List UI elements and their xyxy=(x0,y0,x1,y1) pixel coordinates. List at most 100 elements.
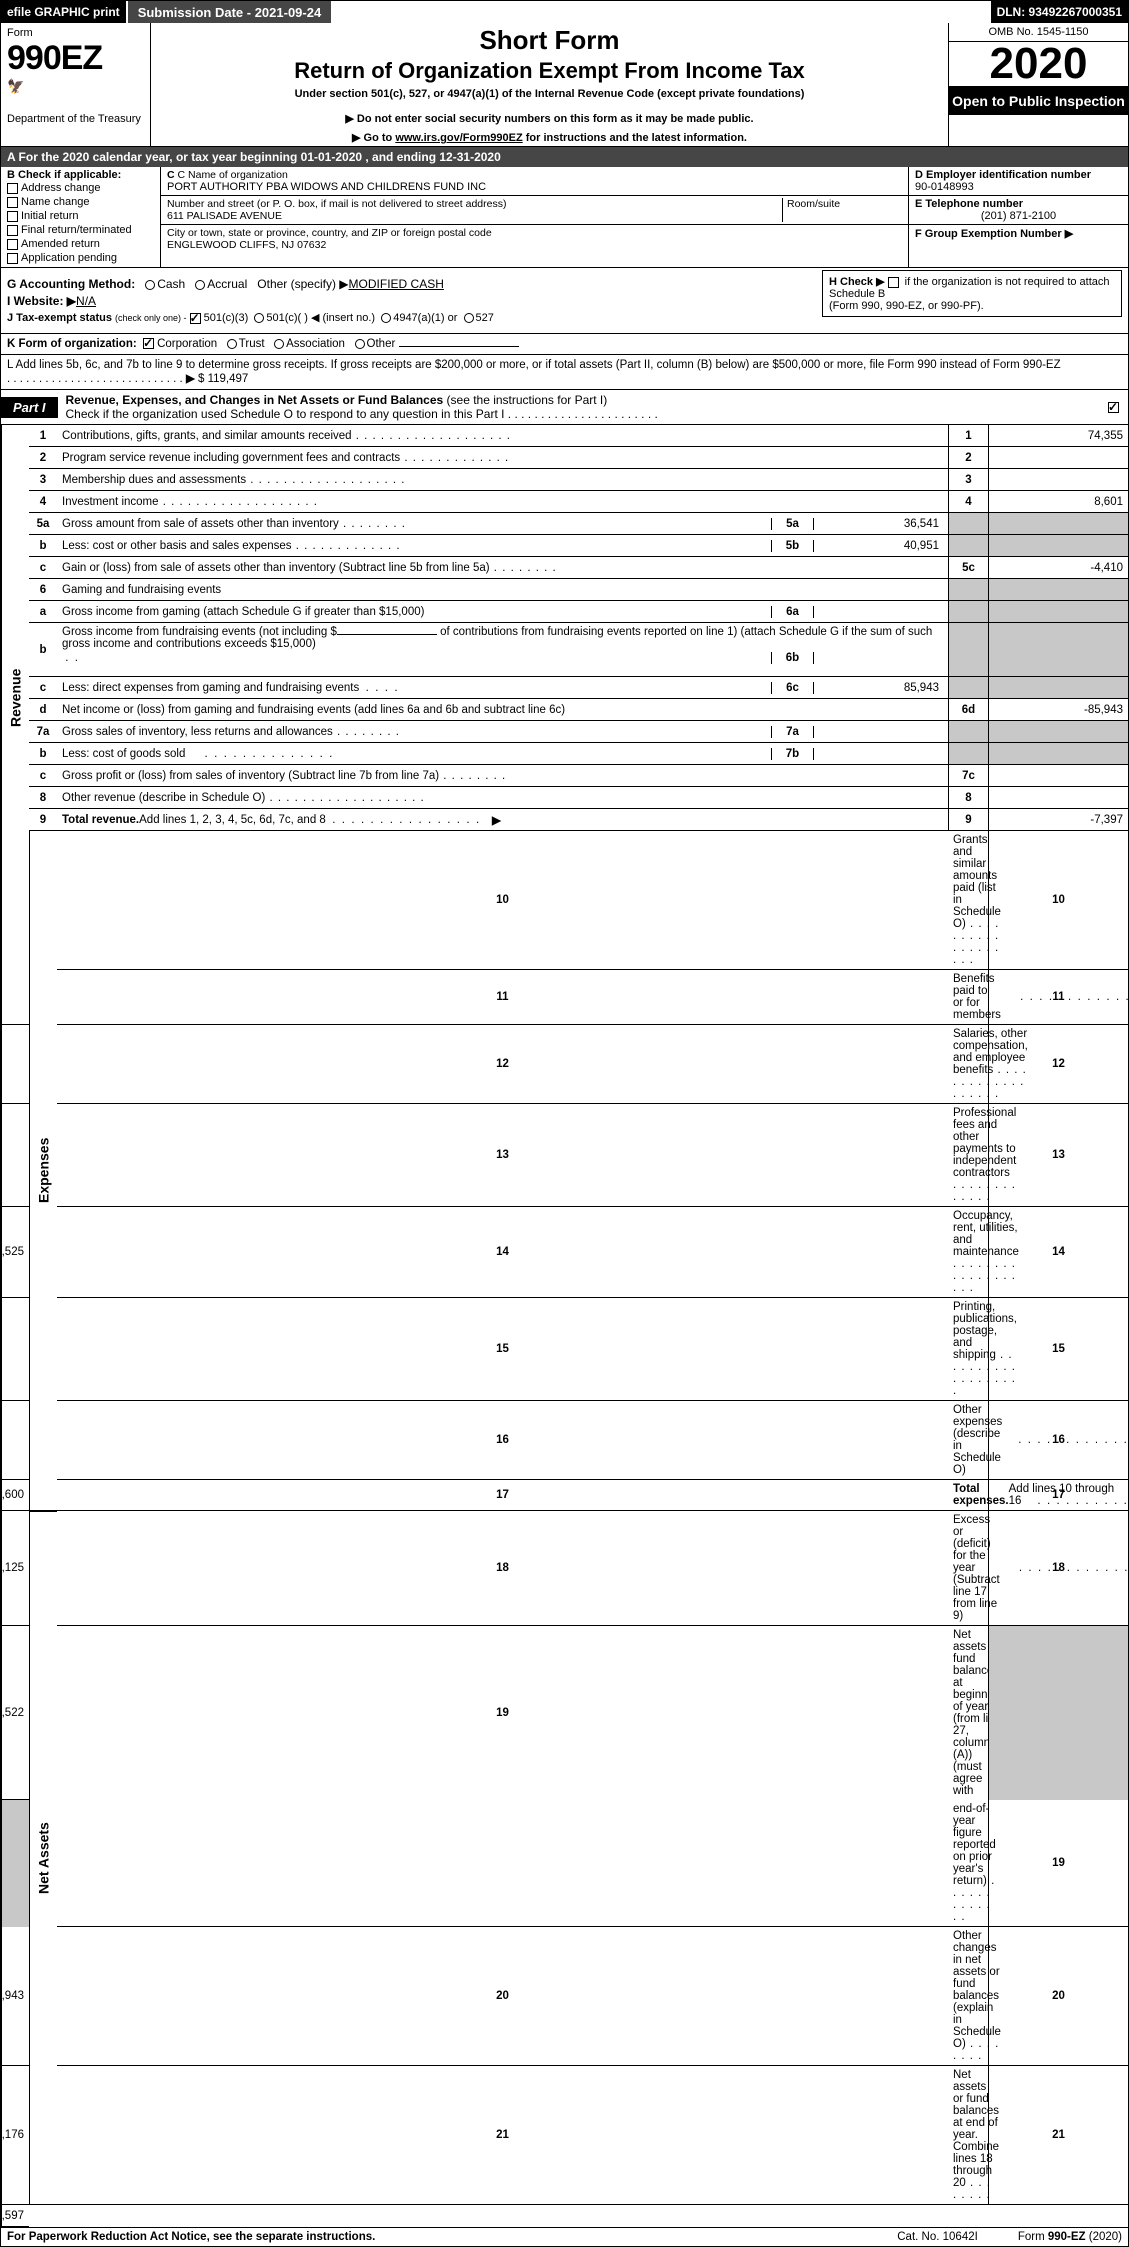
return-title: Return of Organization Exempt From Incom… xyxy=(157,58,942,84)
line-6a-amt xyxy=(988,601,1128,623)
chk-schedule-b[interactable] xyxy=(888,277,899,288)
top-bar-spacer xyxy=(333,1,990,23)
line-2-col: 2 xyxy=(948,447,988,469)
phone-row: E Telephone number (201) 871-2100 xyxy=(909,196,1128,225)
chk-address-change[interactable]: Address change xyxy=(7,181,154,195)
radio-527[interactable] xyxy=(464,313,474,323)
line-10-num: 10 xyxy=(57,831,948,970)
line-18-num: 18 xyxy=(57,1511,948,1626)
radio-501c[interactable] xyxy=(254,313,264,323)
line-19-num: 19 xyxy=(57,1626,948,1800)
line-7c-amt xyxy=(988,765,1128,787)
chk-final-return[interactable]: Final return/terminated xyxy=(7,223,154,237)
chk-amended-return[interactable]: Amended return xyxy=(7,237,154,251)
section-k: K Form of organization: Corporation Trus… xyxy=(1,334,1128,355)
line-6-num: 6 xyxy=(29,579,57,601)
line-6b-amt xyxy=(988,623,1128,677)
city-value: ENGLEWOOD CLIFFS, NJ 07632 xyxy=(167,239,902,251)
line-6b-desc: Gross income from fundraising events (no… xyxy=(57,623,948,677)
line-5a-amt xyxy=(988,513,1128,535)
line-5c-col: 5c xyxy=(948,557,988,579)
line-11-amt xyxy=(1,1025,29,1104)
footer-left: For Paperwork Reduction Act Notice, see … xyxy=(7,2231,375,2243)
street-value: 611 PALISADE AVENUE xyxy=(167,210,782,222)
line-3-desc: Membership dues and assessments xyxy=(57,469,948,491)
line-19-amt-shade xyxy=(1,1800,29,1927)
chk-application-pending[interactable]: Application pending xyxy=(7,251,154,265)
part-i-header: Part I Revenue, Expenses, and Changes in… xyxy=(1,390,1128,425)
line-9-desc: Total revenue. Add lines 1, 2, 3, 4, 5c,… xyxy=(57,809,948,831)
street-label: Number and street (or P. O. box, if mail… xyxy=(167,198,782,210)
sections-ghijk: H Check ▶ if the organization is not req… xyxy=(1,268,1128,334)
line-6c-desc: Less: direct expenses from gaming and fu… xyxy=(57,677,948,699)
line-9-amt: -7,397 xyxy=(988,809,1128,831)
line-1-col: 1 xyxy=(948,425,988,447)
line-20-col: 20 xyxy=(988,1927,1128,2066)
sidebar-expenses: Expenses xyxy=(29,831,57,1511)
chk-initial-return[interactable]: Initial return xyxy=(7,209,154,223)
chk-schedule-o-part1[interactable] xyxy=(1108,402,1119,413)
chk-name-change[interactable]: Name change xyxy=(7,195,154,209)
line-12-col: 12 xyxy=(988,1025,1128,1104)
line-21-num: 21 xyxy=(57,2066,948,2205)
part-i-table: Revenue 1 Contributions, gifts, grants, … xyxy=(1,425,1128,2227)
line-11-desc: Benefits paid to or for members . . . . … xyxy=(948,970,988,1025)
chk-501c3[interactable] xyxy=(190,313,201,324)
radio-cash[interactable] xyxy=(145,280,155,290)
line-15-num: 15 xyxy=(57,1298,948,1401)
line-5c-desc: Gain or (loss) from sale of assets other… xyxy=(57,557,948,579)
line-11-col: 11 xyxy=(988,970,1128,1025)
line-9-col: 9 xyxy=(948,809,988,831)
header-right: OMB No. 1545-1150 2020 Open to Public In… xyxy=(948,23,1128,146)
sidebar-net-assets: Net Assets xyxy=(29,1511,57,2205)
line-7a-num: 7a xyxy=(29,721,57,743)
line-16-desc: Other expenses (describe in Schedule O) … xyxy=(948,1401,988,1480)
line-6c-amt xyxy=(988,677,1128,699)
irs-link[interactable]: www.irs.gov/Form990EZ xyxy=(395,132,522,144)
line-11-num: 11 xyxy=(57,970,948,1025)
radio-trust[interactable] xyxy=(227,339,237,349)
line-21-desc: Net assets or fund balances at end of ye… xyxy=(948,2066,988,2205)
line-12-amt xyxy=(1,1104,29,1207)
line-19-desc2: end-of-year figure reported on prior yea… xyxy=(948,1800,988,1927)
goto-suffix: for instructions and the latest informat… xyxy=(523,132,747,144)
line-4-amt: 8,601 xyxy=(988,491,1128,513)
line-10-desc: Grants and similar amounts paid (list in… xyxy=(948,831,988,970)
line-6d-desc: Net income or (loss) from gaming and fun… xyxy=(57,699,948,721)
line-4-col: 4 xyxy=(948,491,988,513)
footer-center: Cat. No. 10642I xyxy=(897,2231,978,2243)
phone-label: E Telephone number xyxy=(915,198,1023,210)
dln-label: DLN: 93492267000351 xyxy=(991,1,1128,23)
line-4-num: 4 xyxy=(29,491,57,513)
top-bar: efile GRAPHIC print Submission Date - 20… xyxy=(1,1,1128,23)
line-21-col: 21 xyxy=(988,2066,1128,2205)
group-exemption-label: F Group Exemption Number ▶ xyxy=(915,228,1073,240)
line-19-col: 19 xyxy=(988,1800,1128,1927)
radio-other-org[interactable] xyxy=(355,339,365,349)
line-3-amt xyxy=(988,469,1128,491)
efile-print-label[interactable]: efile GRAPHIC print xyxy=(1,1,128,23)
line-7a-amt xyxy=(988,721,1128,743)
line-20-num: 20 xyxy=(57,1927,948,2066)
line-13-col: 13 xyxy=(988,1104,1128,1207)
radio-accrual[interactable] xyxy=(195,280,205,290)
line-17-desc: Total expenses. Add lines 10 through 16 … xyxy=(948,1480,988,1511)
line-6-amt xyxy=(988,579,1128,601)
line-6b-col xyxy=(948,623,988,677)
sidebar-revenue: Revenue xyxy=(1,425,29,970)
city-row: City or town, state or province, country… xyxy=(161,225,908,253)
line-6c-col xyxy=(948,677,988,699)
line-6d-col: 6d xyxy=(948,699,988,721)
line-13-amt: 11,525 xyxy=(1,1207,29,1298)
radio-4947[interactable] xyxy=(381,313,391,323)
line-7c-col: 7c xyxy=(948,765,988,787)
website-value: N/A xyxy=(76,294,96,308)
radio-association[interactable] xyxy=(274,339,284,349)
chk-corporation[interactable] xyxy=(143,338,154,349)
section-h: H Check ▶ if the organization is not req… xyxy=(822,270,1122,317)
section-b-header: B Check if applicable: xyxy=(7,169,154,181)
line-7b-num: b xyxy=(29,743,57,765)
header-left: Form 990EZ 🦅 Department of the Treasury xyxy=(1,23,151,146)
line-6c-num: c xyxy=(29,677,57,699)
form-word: Form xyxy=(7,27,144,39)
